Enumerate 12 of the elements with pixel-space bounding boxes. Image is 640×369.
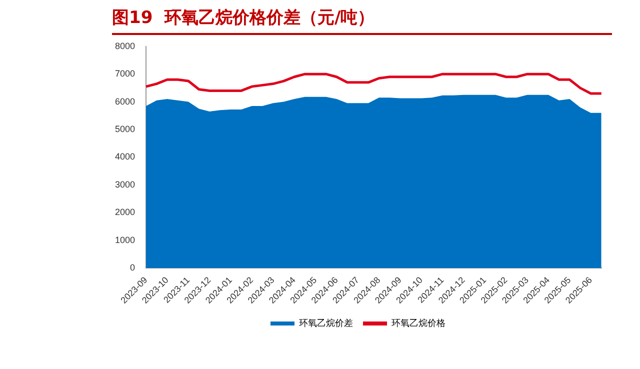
y-tick-label: 1000	[114, 234, 136, 245]
y-tick-label: 7000	[114, 68, 136, 79]
legend-label: 环氧乙烷价差	[299, 318, 353, 328]
y-tick-label: 8000	[114, 40, 136, 51]
y-tick-label: 0	[130, 262, 136, 272]
legend-label: 环氧乙烷价格	[392, 318, 446, 328]
y-tick-label: 3000	[114, 179, 136, 190]
y-tick-label: 2000	[114, 207, 136, 218]
chart-title: 图19 环氧乙烷价格价差（元/吨）	[112, 7, 375, 29]
y-tick-label: 5000	[114, 124, 136, 134]
y-tick-label: 6000	[114, 96, 136, 106]
y-tick-label: 4000	[114, 152, 136, 162]
